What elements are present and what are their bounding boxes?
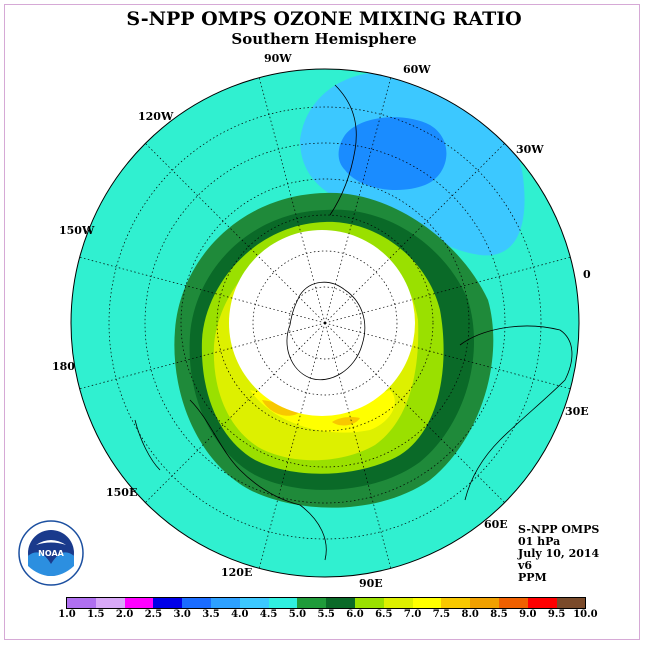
colorbar-swatch bbox=[210, 598, 240, 608]
colorbar-tick-label: 5.5 bbox=[317, 609, 335, 620]
lon-label-150w: 150W bbox=[59, 224, 95, 237]
colorbar-swatch bbox=[498, 598, 528, 608]
colorbar bbox=[66, 597, 587, 609]
colorbar-swatch bbox=[441, 598, 471, 608]
colorbar-tick-label: 3.5 bbox=[202, 609, 220, 620]
lon-label-150e: 150E bbox=[106, 486, 138, 499]
colorbar-swatch bbox=[383, 598, 413, 608]
colorbar-tick-label: 8.5 bbox=[490, 609, 508, 620]
colorbar-swatch bbox=[412, 598, 442, 608]
lon-label-30w: 30W bbox=[516, 143, 544, 156]
lon-label-90e: 90E bbox=[359, 577, 383, 590]
colorbar-tick-label: 7.5 bbox=[432, 609, 451, 620]
colorbar-tick-label: 2.0 bbox=[115, 609, 134, 620]
info-level: 01 hPa bbox=[518, 535, 561, 548]
plot-frame bbox=[4, 4, 640, 640]
colorbar-swatch bbox=[124, 598, 154, 608]
lon-label-30e: 30E bbox=[565, 405, 589, 418]
colorbar-swatch bbox=[326, 598, 355, 608]
colorbar-swatch bbox=[182, 598, 211, 608]
colorbar-tick-label: 1.0 bbox=[58, 609, 76, 620]
info-version: v6 bbox=[518, 559, 533, 572]
noaa-logo: NOAA bbox=[18, 520, 84, 586]
colorbar-swatch bbox=[470, 598, 499, 608]
page-subtitle: Southern Hemisphere bbox=[231, 30, 417, 48]
colorbar-swatch bbox=[297, 598, 327, 608]
info-date: July 10, 2014 bbox=[518, 547, 600, 560]
colorbar-tick-label: 3.0 bbox=[173, 609, 191, 620]
info-units: PPM bbox=[518, 571, 547, 584]
page-title: S-NPP OMPS OZONE MIXING RATIO bbox=[126, 8, 522, 30]
colorbar-swatch bbox=[67, 598, 96, 608]
colorbar-tick-label: 5.0 bbox=[288, 609, 307, 620]
colorbar-swatch bbox=[354, 598, 384, 608]
latitude-circle bbox=[252, 250, 398, 396]
latitude-circle bbox=[216, 214, 434, 432]
colorbar-tick-label: 4.0 bbox=[231, 609, 249, 620]
colorbar-tick-label: 7.0 bbox=[403, 609, 422, 620]
map-border bbox=[70, 68, 580, 578]
band-8-0 bbox=[262, 400, 300, 416]
colorbar-swatch bbox=[239, 598, 269, 608]
colorbar-tick-label: 4.5 bbox=[259, 609, 278, 620]
lon-label-90w: 90W bbox=[264, 52, 292, 65]
lon-label-60e: 60E bbox=[484, 518, 508, 531]
latitude-circle bbox=[108, 106, 542, 540]
latitude-circle bbox=[288, 286, 362, 360]
info-instrument: S-NPP OMPS bbox=[518, 523, 600, 536]
colorbar-tick-label: 8.0 bbox=[461, 609, 479, 620]
colorbar-swatch bbox=[527, 598, 557, 608]
colorbar-tick-label: 1.5 bbox=[87, 609, 105, 620]
latitude-circle bbox=[144, 142, 506, 504]
colorbar-tick-label: 9.5 bbox=[547, 609, 566, 620]
colorbar-swatch bbox=[268, 598, 298, 608]
lon-label-0: 0 bbox=[583, 268, 591, 281]
band-8-0-b bbox=[332, 417, 360, 426]
colorbar-ticks: 1.0 1.5 2.0 2.5 3.0 3.5 4.0 4.5 5.0 5.5 6.0 6.5 7.0 7… bbox=[0, 609, 648, 623]
colorbar-swatch bbox=[556, 598, 586, 608]
colorbar-tick-label: 9.0 bbox=[519, 609, 537, 620]
graticule bbox=[79, 77, 571, 569]
colorbar-swatch bbox=[153, 598, 183, 608]
coastlines bbox=[134, 84, 573, 561]
product-info: S-NPP OMPS 01 hPa July 10, 2014 v6 PPM bbox=[518, 524, 599, 584]
colorbar-tick-label: 10.0 bbox=[573, 609, 598, 620]
colorbar-tick-label: 6.5 bbox=[375, 609, 393, 620]
lon-label-60w: 60W bbox=[403, 63, 431, 76]
latitude-circle bbox=[180, 178, 470, 468]
logo-wordmark: NOAA bbox=[38, 549, 64, 558]
colorbar-tick-label: 2.5 bbox=[144, 609, 163, 620]
colorbar-tick-label: 6.0 bbox=[346, 609, 364, 620]
lon-label-120w: 120W bbox=[138, 110, 174, 123]
lon-label-120e: 120E bbox=[221, 566, 253, 579]
lon-label-180: 180 bbox=[52, 360, 75, 373]
polar-night-region bbox=[229, 230, 415, 416]
colorbar-swatch bbox=[95, 598, 125, 608]
